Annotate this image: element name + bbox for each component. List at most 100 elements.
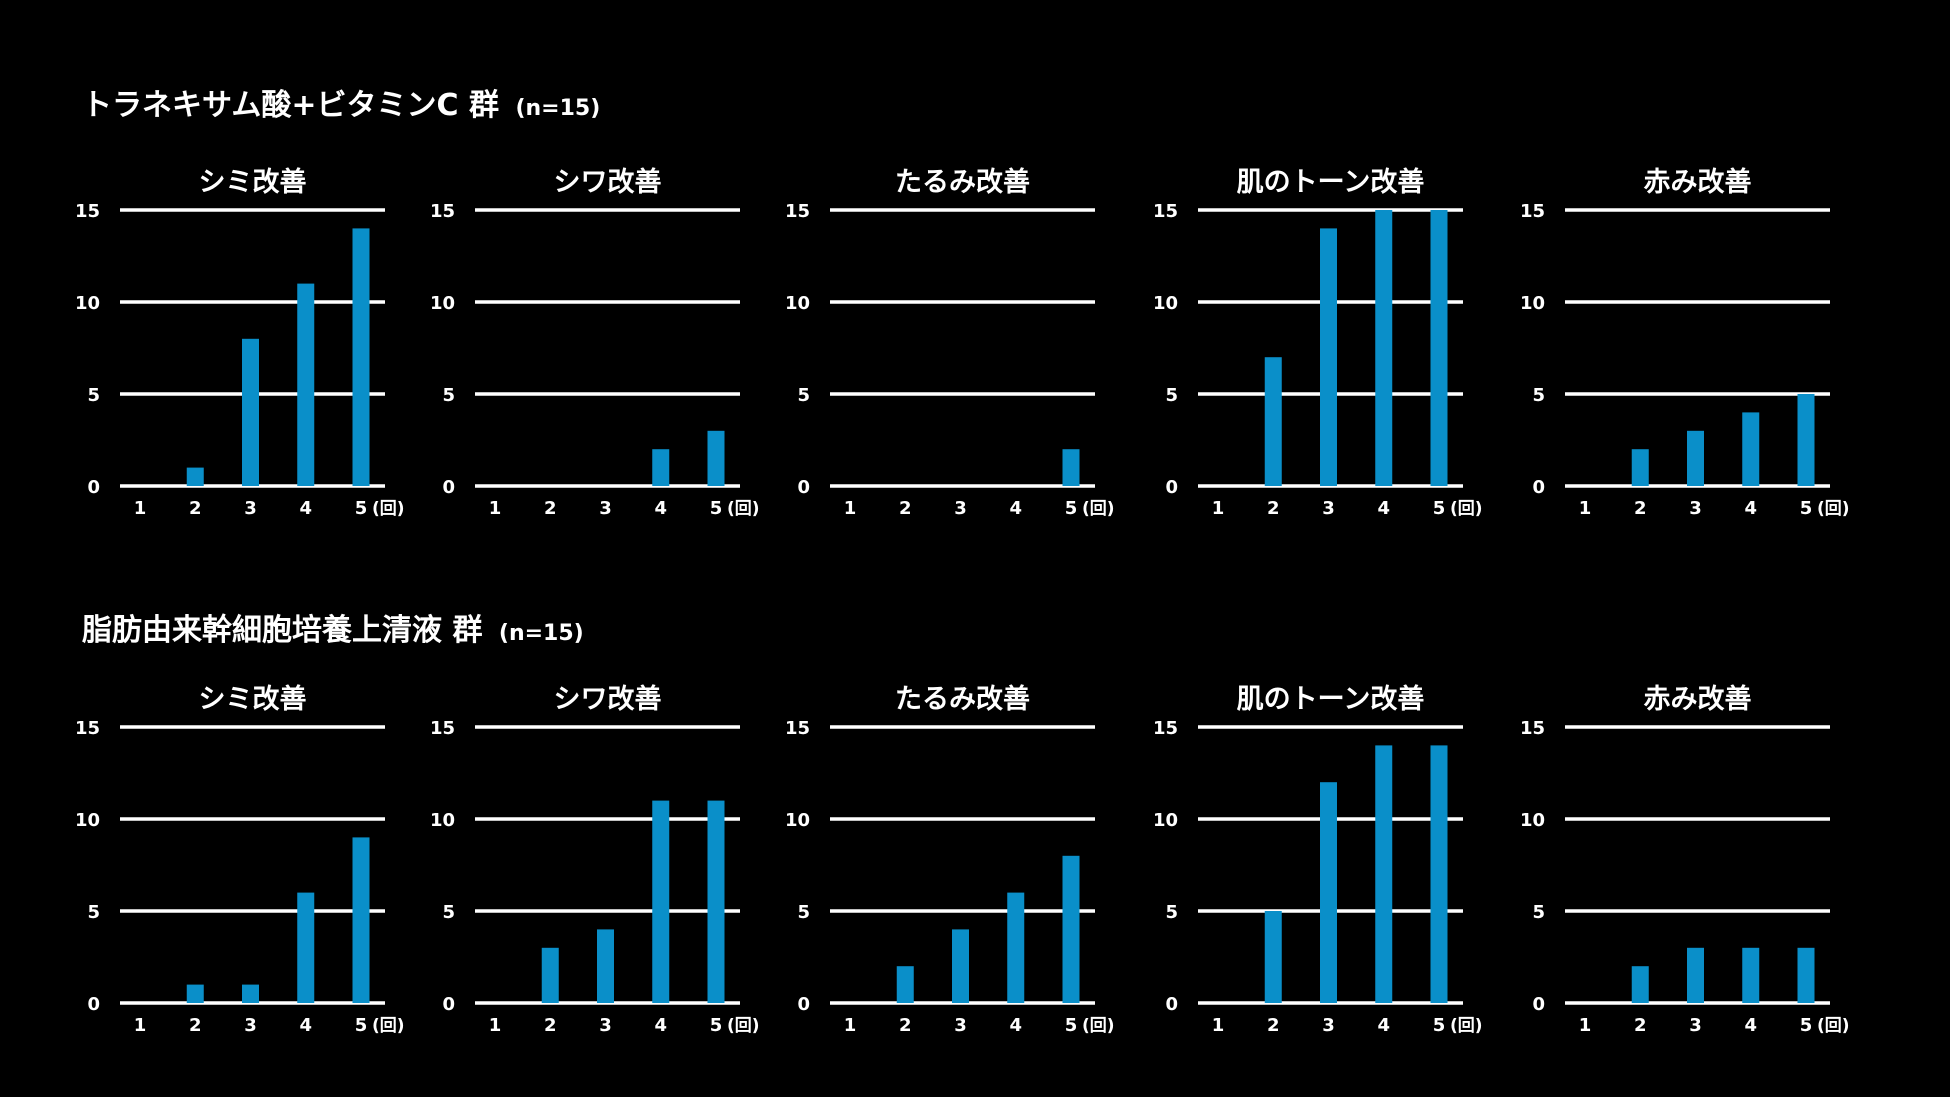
bar bbox=[1320, 228, 1337, 486]
y-tick-label: 10 bbox=[785, 810, 810, 831]
bar bbox=[1430, 210, 1448, 486]
bar bbox=[352, 228, 370, 486]
x-tick-label: 5 bbox=[1800, 498, 1813, 519]
bar bbox=[297, 892, 315, 1003]
x-tick-label: 2 bbox=[544, 498, 557, 519]
x-tick-label: 3 bbox=[244, 1015, 257, 1036]
bar bbox=[1062, 449, 1080, 486]
bar bbox=[1631, 449, 1649, 486]
x-tick-label: 2 bbox=[1267, 498, 1280, 519]
bar bbox=[1687, 947, 1704, 1003]
bar bbox=[186, 984, 204, 1003]
chart-title: たるみ改善 bbox=[895, 166, 1030, 198]
x-unit-label: (回) bbox=[1450, 1016, 1483, 1036]
y-tick-label: 10 bbox=[75, 293, 100, 314]
y-tick-label: 15 bbox=[785, 718, 810, 739]
y-tick-label: 10 bbox=[1520, 810, 1545, 831]
group-title-1-text: トラネキサム酸+ビタミンC 群 bbox=[82, 88, 499, 123]
y-tick-label: 10 bbox=[430, 293, 455, 314]
x-tick-label: 5 bbox=[710, 1015, 723, 1036]
y-tick-label: 5 bbox=[87, 385, 100, 406]
bar bbox=[652, 800, 670, 1003]
group-title-1-n: (n=15) bbox=[515, 96, 601, 121]
x-unit-label: (回) bbox=[1082, 499, 1115, 519]
chart-title: 肌のトーン改善 bbox=[1237, 166, 1425, 198]
y-tick-label: 0 bbox=[442, 477, 455, 498]
x-tick-label: 5 bbox=[1433, 498, 1446, 519]
x-unit-label: (回) bbox=[1082, 1016, 1115, 1036]
x-tick-label: 5 bbox=[1800, 1015, 1813, 1036]
y-tick-label: 0 bbox=[1532, 994, 1545, 1015]
x-tick-label: 1 bbox=[1212, 1015, 1225, 1036]
x-tick-label: 5 bbox=[1065, 1015, 1078, 1036]
group-title-2-n: (n=15) bbox=[498, 621, 584, 646]
y-tick-label: 15 bbox=[75, 718, 100, 739]
y-tick-label: 5 bbox=[1532, 902, 1545, 923]
chart-title: シワ改善 bbox=[554, 683, 662, 715]
x-tick-label: 3 bbox=[954, 498, 967, 519]
bar bbox=[1062, 855, 1080, 1003]
x-tick-label: 2 bbox=[899, 498, 912, 519]
bar bbox=[652, 449, 670, 486]
bar bbox=[1264, 911, 1282, 1003]
y-tick-label: 15 bbox=[1520, 718, 1545, 739]
bar bbox=[707, 800, 725, 1003]
x-tick-label: 3 bbox=[1689, 1015, 1702, 1036]
bar bbox=[1375, 210, 1393, 486]
y-tick-label: 15 bbox=[430, 201, 455, 222]
y-tick-label: 15 bbox=[785, 201, 810, 222]
bar bbox=[1320, 782, 1337, 1003]
x-unit-label: (回) bbox=[727, 499, 760, 519]
y-tick-label: 15 bbox=[1520, 201, 1545, 222]
x-tick-label: 5 bbox=[355, 1015, 368, 1036]
x-tick-label: 5 bbox=[355, 498, 368, 519]
bar bbox=[242, 984, 259, 1003]
bar bbox=[1631, 966, 1649, 1003]
y-tick-label: 10 bbox=[1520, 293, 1545, 314]
bar bbox=[1742, 412, 1760, 486]
y-tick-label: 10 bbox=[75, 810, 100, 831]
x-tick-label: 1 bbox=[1212, 498, 1225, 519]
bar bbox=[597, 929, 614, 1003]
x-unit-label: (回) bbox=[372, 1016, 405, 1036]
x-tick-label: 2 bbox=[189, 498, 202, 519]
x-tick-label: 1 bbox=[489, 1015, 502, 1036]
y-tick-label: 15 bbox=[75, 201, 100, 222]
x-tick-label: 3 bbox=[244, 498, 257, 519]
bar bbox=[707, 430, 725, 486]
x-tick-label: 3 bbox=[1689, 498, 1702, 519]
y-tick-label: 15 bbox=[1153, 201, 1178, 222]
y-tick-label: 10 bbox=[785, 293, 810, 314]
group-title-1: トラネキサム酸+ビタミンC 群 (n=15) bbox=[82, 80, 600, 124]
x-tick-label: 2 bbox=[1634, 1015, 1647, 1036]
y-tick-label: 0 bbox=[1165, 477, 1178, 498]
y-tick-label: 5 bbox=[1532, 385, 1545, 406]
bar bbox=[1264, 357, 1282, 486]
x-tick-label: 4 bbox=[1744, 498, 1757, 519]
bar bbox=[1797, 947, 1815, 1003]
bar bbox=[352, 837, 370, 1003]
x-tick-label: 1 bbox=[1579, 498, 1592, 519]
y-tick-label: 15 bbox=[430, 718, 455, 739]
y-tick-label: 5 bbox=[1165, 385, 1178, 406]
x-tick-label: 4 bbox=[1009, 1015, 1022, 1036]
chart-title: シミ改善 bbox=[199, 166, 307, 198]
x-unit-label: (回) bbox=[1817, 1016, 1850, 1036]
y-tick-label: 0 bbox=[797, 994, 810, 1015]
y-tick-label: 5 bbox=[87, 902, 100, 923]
x-tick-label: 2 bbox=[189, 1015, 202, 1036]
x-tick-label: 1 bbox=[489, 498, 502, 519]
bar bbox=[1430, 745, 1448, 1003]
x-tick-label: 4 bbox=[1377, 498, 1390, 519]
x-tick-label: 3 bbox=[1322, 498, 1335, 519]
chart-title: 肌のトーン改善 bbox=[1237, 683, 1425, 715]
bar bbox=[186, 467, 204, 486]
y-tick-label: 10 bbox=[1153, 810, 1178, 831]
y-tick-label: 5 bbox=[442, 902, 455, 923]
y-tick-label: 0 bbox=[87, 477, 100, 498]
